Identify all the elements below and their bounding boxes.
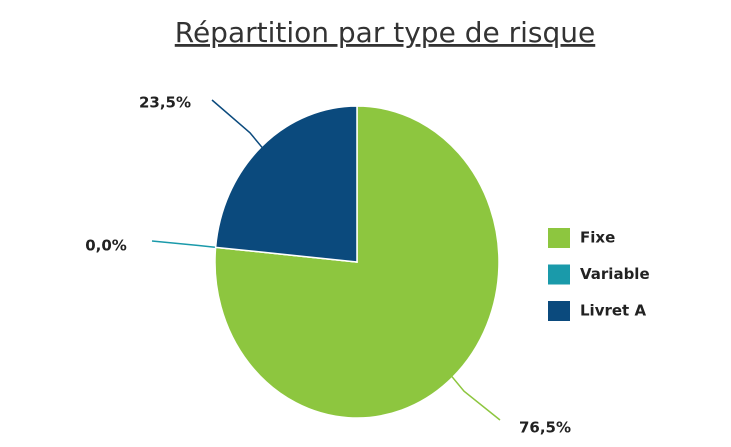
data-label: 0,0% (85, 237, 127, 255)
data-label: 23,5% (139, 94, 191, 112)
legend-label: Fixe (580, 229, 615, 247)
legend-swatch (548, 228, 570, 248)
data-label: 76,5% (519, 419, 571, 437)
legend-swatch (548, 264, 570, 285)
legend-swatch (548, 301, 570, 321)
pie-slice (214, 105, 358, 263)
leader-line (211, 99, 264, 150)
legend-label: Livret A (580, 302, 646, 320)
leader-line (450, 374, 501, 421)
leader-line (151, 240, 219, 249)
chart-title: Répartition par type de risque (175, 16, 595, 49)
legend-label: Variable (580, 265, 650, 283)
